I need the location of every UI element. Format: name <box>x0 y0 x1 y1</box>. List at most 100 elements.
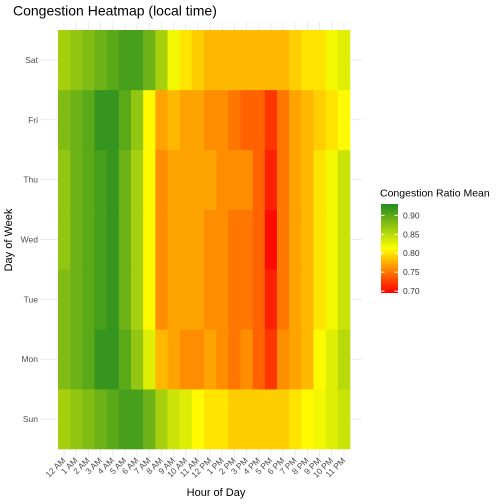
heatmap-cell <box>252 389 266 450</box>
heatmap-cell <box>216 389 229 450</box>
heatmap-cell <box>289 389 302 450</box>
heatmap-cell <box>252 149 266 210</box>
x-axis-ticks: 12 AM1 AM2 AM3 AM4 AM5 AM6 AM7 AM8 AM9 A… <box>43 455 347 479</box>
heatmap-cell <box>167 269 180 330</box>
heatmap-cell <box>106 149 120 210</box>
heatmap-cell <box>313 30 326 91</box>
y-tick-label: Thu <box>23 175 38 185</box>
heatmap-cell <box>191 269 205 330</box>
heatmap-cell <box>70 209 83 270</box>
heatmap-cell <box>191 30 205 91</box>
heatmap-cell <box>337 329 351 390</box>
heatmap-cell <box>337 269 351 330</box>
heatmap-cell <box>106 329 120 390</box>
heatmap-cell <box>167 89 180 151</box>
heatmap-cell <box>191 209 205 270</box>
heatmap-cell <box>143 269 156 330</box>
heatmap-cell <box>325 329 339 390</box>
heatmap-cell <box>94 149 107 210</box>
heatmap-cell <box>167 209 180 270</box>
heatmap-cell <box>155 149 168 210</box>
heatmap-cells <box>58 30 351 450</box>
heatmap-cell <box>118 89 132 151</box>
y-tick-label: Wed <box>21 235 39 245</box>
colorbar-tick-label: 0.80 <box>403 248 420 258</box>
heatmap-cell <box>94 329 107 390</box>
heatmap-cell <box>240 30 253 91</box>
colorbar <box>381 204 398 293</box>
heatmap-cell <box>264 149 278 210</box>
heatmap-cell <box>325 89 339 151</box>
heatmap-cell <box>179 329 193 390</box>
heatmap-cell <box>313 89 326 151</box>
heatmap-cell <box>264 329 278 390</box>
heatmap-cell <box>252 89 266 151</box>
heatmap-cell <box>82 30 95 91</box>
heatmap-cell <box>301 149 314 210</box>
heatmap-cell <box>131 30 144 91</box>
heatmap-cell <box>204 209 217 270</box>
heatmap-cell <box>70 269 83 330</box>
heatmap-cell <box>216 269 229 330</box>
heatmap-cell <box>216 30 229 91</box>
heatmap-cell <box>70 89 83 151</box>
heatmap-cell <box>106 89 120 151</box>
heatmap-cell <box>204 329 217 390</box>
heatmap-cell <box>228 149 241 210</box>
heatmap-cell <box>58 149 71 210</box>
heatmap-cell <box>82 149 95 210</box>
heatmap-cell <box>131 389 144 450</box>
colorbar-ticks: 0.70 0.75 0.80 0.85 0.90 <box>381 210 420 296</box>
heatmap-cell <box>289 30 302 91</box>
chart-title: Congestion Heatmap (local time) <box>13 3 217 19</box>
heatmap-cell <box>131 269 144 330</box>
heatmap-cell <box>167 389 180 450</box>
heatmap-cell <box>277 149 290 210</box>
heatmap-cell <box>289 329 302 390</box>
heatmap-cell <box>155 389 168 450</box>
heatmap-cell <box>289 209 302 270</box>
heatmap-cell <box>94 269 107 330</box>
heatmap-cell <box>277 89 290 151</box>
heatmap-cell <box>228 209 241 270</box>
heatmap-cell <box>58 329 71 390</box>
heatmap-cell <box>191 329 205 390</box>
heatmap-cell <box>277 389 290 450</box>
heatmap-cell <box>289 149 302 210</box>
heatmap-cell <box>167 149 180 210</box>
y-axis-ticks: Sun Mon Tue Wed Thu Fri Sat <box>21 55 39 424</box>
heatmap-cell <box>216 209 229 270</box>
heatmap-cell <box>216 89 229 151</box>
heatmap-cell <box>118 209 132 270</box>
heatmap-cell <box>70 329 83 390</box>
heatmap-cell <box>337 89 351 151</box>
heatmap-cell <box>252 269 266 330</box>
heatmap-cell <box>277 269 290 330</box>
heatmap-cell <box>264 89 278 151</box>
heatmap-cell <box>228 269 241 330</box>
heatmap-cell <box>179 89 193 151</box>
heatmap-cell <box>143 209 156 270</box>
y-tick-label: Fri <box>28 115 38 125</box>
y-tick-label: Tue <box>24 294 39 304</box>
y-tick-label: Mon <box>21 354 38 364</box>
heatmap-cell <box>70 389 83 450</box>
heatmap-cell <box>252 329 266 390</box>
colorbar-tick-label: 0.75 <box>403 267 420 277</box>
heatmap-cell <box>228 30 241 91</box>
heatmap-cell <box>143 30 156 91</box>
colorbar-tick-label: 0.90 <box>403 210 420 220</box>
heatmap-cell <box>94 89 107 151</box>
heatmap-cell <box>216 329 229 390</box>
heatmap-cell <box>204 149 217 210</box>
heatmap-cell <box>106 30 120 91</box>
heatmap-cell <box>143 149 156 210</box>
heatmap-cell <box>289 269 302 330</box>
heatmap-cell <box>106 209 120 270</box>
heatmap-cell <box>313 389 326 450</box>
heatmap-cell <box>228 89 241 151</box>
colorbar-tick-label: 0.85 <box>403 229 420 239</box>
heatmap-cell <box>143 389 156 450</box>
heatmap-cell <box>167 30 180 91</box>
